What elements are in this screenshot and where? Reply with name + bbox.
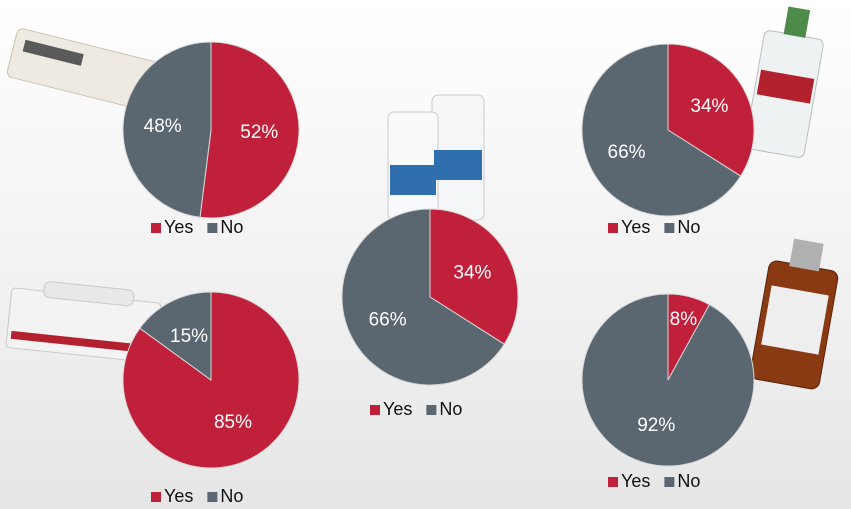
pie-slice (581, 43, 742, 217)
legend-label: Yes (621, 471, 650, 491)
slice-label: 34% (690, 96, 728, 117)
slice-label: 15% (170, 326, 208, 347)
product-tube-2 (5, 281, 162, 364)
product-tubs (387, 94, 485, 221)
legend-swatch (207, 223, 218, 233)
legend-label: Yes (621, 217, 650, 237)
pie-slice (581, 293, 755, 467)
slice-label: 85% (214, 412, 252, 433)
pie-slice (199, 41, 300, 219)
pie-slice (139, 291, 212, 381)
charts: 52% 48% Yes No 34% 66% Yes No 34% 66% Yes No 85% 15% Y… (122, 41, 755, 506)
legend-label: No (220, 486, 243, 506)
slice-label: 92% (637, 415, 675, 436)
legend-label: No (677, 217, 700, 237)
legend-label: No (220, 217, 243, 237)
pie-slice (341, 208, 505, 386)
slice-label: 48% (144, 116, 182, 137)
product-bottle-2 (750, 238, 839, 390)
legend-swatch (426, 405, 437, 415)
legend-swatch (207, 492, 218, 502)
legend-swatch (664, 223, 675, 233)
legend-swatch (151, 492, 161, 502)
legend-label: Yes (164, 486, 193, 506)
legend-label: No (677, 471, 700, 491)
legend-label: Yes (383, 399, 412, 419)
slice-label: 66% (608, 142, 646, 163)
legend-label: Yes (164, 217, 193, 237)
slice-label: 52% (240, 122, 278, 143)
legend-swatch (608, 477, 618, 487)
legend-swatch (370, 405, 380, 415)
legend-swatch (151, 223, 161, 233)
slice-label: 8% (670, 309, 698, 330)
legend-swatch (608, 223, 618, 233)
slice-label: 66% (369, 309, 407, 330)
legend-label: No (439, 399, 462, 419)
pie-slice (122, 41, 212, 218)
legend-swatch (664, 477, 675, 487)
product-bottle-1 (744, 6, 824, 158)
slice-label: 34% (453, 263, 491, 284)
